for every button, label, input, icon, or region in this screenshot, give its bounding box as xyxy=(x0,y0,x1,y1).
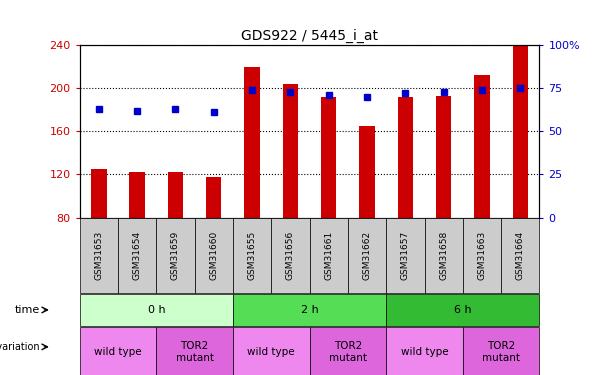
Bar xyxy=(156,217,195,292)
Text: GSM31653: GSM31653 xyxy=(94,230,104,280)
Text: wild type: wild type xyxy=(248,347,295,357)
Text: wild type: wild type xyxy=(94,347,142,357)
Bar xyxy=(348,217,386,292)
Bar xyxy=(91,169,107,217)
Bar xyxy=(233,217,271,292)
Bar xyxy=(80,294,233,326)
Text: GSM31662: GSM31662 xyxy=(362,230,371,280)
Bar xyxy=(80,217,118,292)
Bar xyxy=(398,97,413,218)
Bar xyxy=(386,327,463,375)
Bar xyxy=(233,327,310,375)
Text: wild type: wild type xyxy=(401,347,448,357)
Text: 6 h: 6 h xyxy=(454,305,471,315)
Bar xyxy=(156,327,233,375)
Title: GDS922 / 5445_i_at: GDS922 / 5445_i_at xyxy=(241,28,378,43)
Text: genotype/variation: genotype/variation xyxy=(0,342,40,352)
Bar xyxy=(245,67,260,218)
Bar xyxy=(424,217,463,292)
Text: time: time xyxy=(15,305,40,315)
Text: GSM31655: GSM31655 xyxy=(248,230,257,280)
Text: GSM31659: GSM31659 xyxy=(171,230,180,280)
Text: GSM31663: GSM31663 xyxy=(478,230,487,280)
Bar xyxy=(80,327,156,375)
Bar xyxy=(359,126,375,218)
Bar xyxy=(474,75,490,217)
Bar xyxy=(129,172,145,217)
Bar xyxy=(501,217,539,292)
Bar xyxy=(310,327,386,375)
Text: GSM31654: GSM31654 xyxy=(132,230,142,280)
Text: TOR2
mutant: TOR2 mutant xyxy=(176,341,213,363)
Bar xyxy=(386,294,539,326)
Bar xyxy=(195,217,233,292)
Bar xyxy=(321,97,337,218)
Text: 0 h: 0 h xyxy=(148,305,165,315)
Bar xyxy=(206,177,221,218)
Bar xyxy=(512,45,528,218)
Text: GSM31661: GSM31661 xyxy=(324,230,333,280)
Text: GSM31657: GSM31657 xyxy=(401,230,410,280)
Text: GSM31656: GSM31656 xyxy=(286,230,295,280)
Bar xyxy=(463,217,501,292)
Text: TOR2
mutant: TOR2 mutant xyxy=(329,341,367,363)
Text: GSM31664: GSM31664 xyxy=(516,230,525,280)
Bar xyxy=(386,217,424,292)
Text: 2 h: 2 h xyxy=(301,305,318,315)
Bar xyxy=(463,327,539,375)
Bar xyxy=(283,84,298,218)
Bar xyxy=(233,294,386,326)
Bar xyxy=(271,217,310,292)
Text: GSM31660: GSM31660 xyxy=(209,230,218,280)
Bar xyxy=(118,217,156,292)
Bar xyxy=(436,96,451,218)
Text: TOR2
mutant: TOR2 mutant xyxy=(482,341,520,363)
Bar xyxy=(310,217,348,292)
Text: GSM31658: GSM31658 xyxy=(439,230,448,280)
Bar xyxy=(168,172,183,217)
